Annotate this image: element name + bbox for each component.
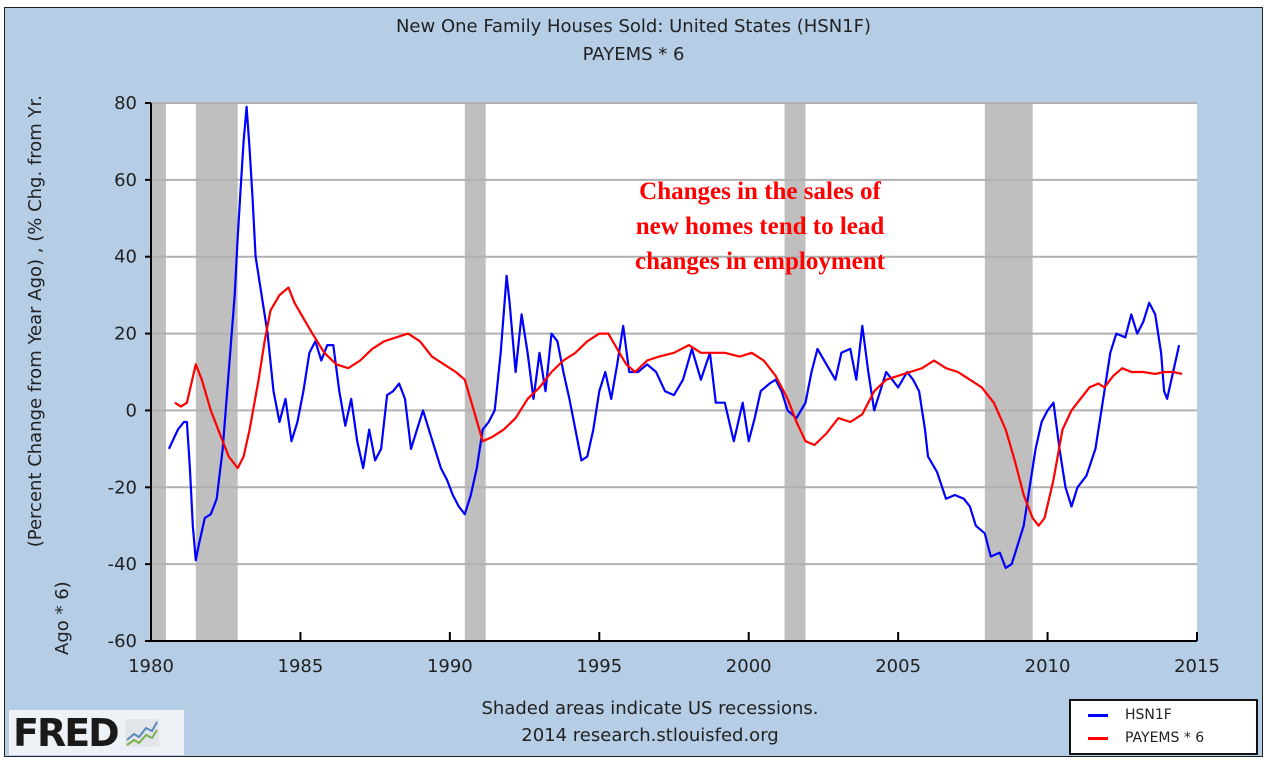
- fred-logo-text: FRED: [13, 710, 120, 755]
- series-lines: [167, 105, 1183, 570]
- recession-band: [464, 103, 486, 641]
- legend-label: PAYEMS * 6: [1125, 730, 1205, 746]
- recession-band: [195, 103, 238, 641]
- y-tick-label: 80: [114, 93, 137, 114]
- annotation-line-1: Changes in the sales of: [639, 178, 881, 205]
- legend-label: HSN1F: [1125, 707, 1172, 723]
- line-chart-icon: [124, 718, 159, 747]
- x-tick-label: 1995: [576, 656, 622, 677]
- legend-swatch-red: [1088, 736, 1108, 740]
- x-tick-label: 1985: [278, 656, 324, 677]
- x-tick-label: 2005: [875, 656, 921, 677]
- y-tick-label: 20: [114, 324, 137, 345]
- recession-note: Shaded areas indicate US recessions.: [481, 698, 819, 719]
- y-tick-label: -60: [108, 631, 137, 652]
- axes: -60 -40 -20 0 20 40 60 80 1980 1985 1990 1995 2000 20…: [108, 93, 1220, 677]
- legend: HSN1F PAYEMS * 6: [1069, 699, 1258, 755]
- recession-shading: [151, 103, 1033, 641]
- annotation-text: Changes in the sales of new homes tend t…: [590, 174, 930, 279]
- x-tick-label: 2015: [1174, 656, 1220, 677]
- gridlines: [151, 102, 1197, 566]
- fred-logo[interactable]: FRED: [9, 710, 184, 755]
- recession-band: [784, 103, 806, 641]
- y-tick-label: -20: [108, 477, 137, 498]
- x-tick-label: 1990: [427, 656, 473, 677]
- recession-band: [984, 103, 1033, 641]
- x-tick-label: 2000: [726, 656, 772, 677]
- annotation-line-2: new homes tend to lead: [635, 213, 885, 240]
- legend-item-hsn1f: HSN1F: [1071, 707, 1172, 723]
- series-line-payems-6: [174, 286, 1183, 527]
- series-line-hsn1f: [167, 105, 1181, 570]
- y-tick-label: 40: [114, 247, 137, 268]
- y-tick-label: 0: [126, 400, 137, 421]
- y-tick-label: 60: [114, 170, 137, 191]
- x-tick-label: 1980: [128, 656, 174, 677]
- legend-swatch-blue: [1088, 713, 1108, 717]
- legend-item-payems: PAYEMS * 6: [1071, 730, 1204, 746]
- recession-band: [151, 103, 166, 641]
- x-tick-label: 2010: [1025, 656, 1071, 677]
- chart-title: New One Family Houses Sold: United State…: [395, 16, 872, 37]
- chart-subtitle: PAYEMS * 6: [582, 44, 685, 65]
- annotation-line-3: changes in employment: [635, 248, 885, 275]
- y-tick-label: -40: [108, 554, 137, 575]
- source-credit: 2014 research.stlouisfed.org: [521, 725, 779, 746]
